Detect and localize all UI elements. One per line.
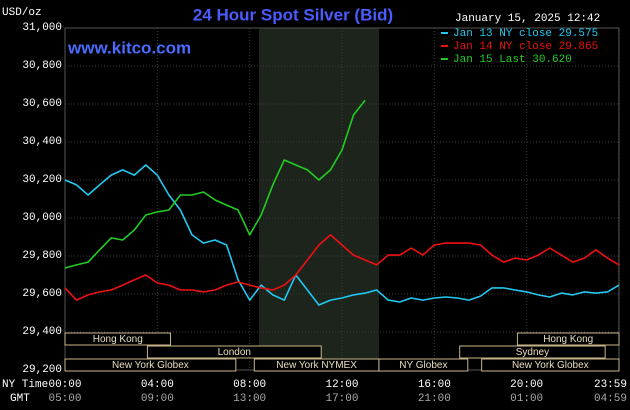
y-tick-label: 29,600	[22, 288, 62, 300]
x-tick-gmt-label: 05:00	[48, 393, 81, 405]
session-label: Hong Kong	[543, 334, 593, 345]
x-tick-label: 23:59	[594, 379, 627, 391]
x-tick-gmt-label: 21:00	[418, 393, 451, 405]
legend-label: Jan 15 Last 30.620	[453, 54, 572, 66]
x-tick-label: 08:00	[233, 379, 266, 391]
y-tick-label: 30,600	[22, 98, 62, 110]
session-label: London	[218, 347, 251, 358]
series-line	[64, 164, 620, 306]
session-bar	[516, 332, 620, 346]
unit-label: USD/oz	[2, 7, 42, 19]
x-tick-gmt-label: 17:00	[325, 393, 358, 405]
legend-label: Jan 14 NY close 29.865	[453, 41, 598, 53]
website: www.kitco.com	[67, 38, 191, 57]
y-tick-label: 30,000	[22, 212, 62, 224]
x-tick-label: 00:00	[48, 379, 81, 391]
session-bar	[481, 358, 620, 372]
x-row-label: NY Time	[2, 379, 48, 391]
x-tick-gmt-label: 01:00	[510, 393, 543, 405]
y-tick-label: 31,000	[22, 22, 62, 34]
y-tick-label: 30,200	[22, 174, 62, 186]
x-tick-label: 16:00	[418, 379, 451, 391]
x-tick-gmt-label: 09:00	[141, 393, 174, 405]
timestamp: January 15, 2025 12:42	[455, 13, 600, 25]
session-bar	[64, 332, 171, 346]
legend-label: Jan 13 NY close 29.575	[453, 28, 598, 40]
session-label: New York NYMEX	[276, 360, 357, 371]
x-tick-label: 04:00	[141, 379, 174, 391]
chart-title: 24 Hour Spot Silver (Bid)	[193, 5, 393, 24]
y-tick-label: 29,800	[22, 250, 62, 262]
y-tick-label: 29,200	[22, 364, 62, 376]
x-tick-gmt-label: 13:00	[233, 393, 266, 405]
session-bar	[459, 345, 606, 359]
x-tick-label: 12:00	[325, 379, 358, 391]
session-label: NY Globex	[399, 360, 447, 371]
series-line	[64, 234, 620, 301]
highlight-band	[258, 28, 379, 370]
session-label: Sydney	[516, 347, 549, 358]
y-tick-label: 29,400	[22, 326, 62, 338]
y-tick-label: 30,400	[22, 136, 62, 148]
x-tick-gmt-label: 04:59	[594, 393, 627, 405]
series-line	[64, 99, 366, 269]
y-tick-label: 30,800	[22, 60, 62, 72]
session-bar	[378, 358, 469, 372]
x-tick-label: 20:00	[510, 379, 543, 391]
session-bar	[146, 345, 322, 359]
session-label: Hong Kong	[93, 334, 143, 345]
session-label: New York Globex	[112, 360, 189, 371]
x-row-label: GMT	[10, 393, 30, 405]
session-label: New York Globex	[512, 360, 589, 371]
session-bar	[64, 358, 237, 372]
